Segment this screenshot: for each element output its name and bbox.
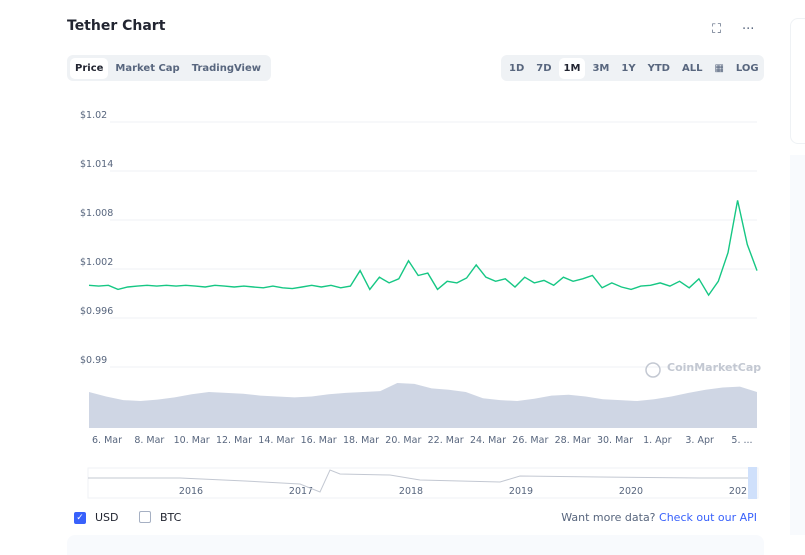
x-tick-label: 1. Apr [643,435,672,446]
range-button[interactable]: LOG [735,62,759,74]
fullscreen-icon[interactable]: ⛶ [712,22,722,37]
watermark-icon [645,362,661,378]
navigator [87,467,759,499]
more-data-text: Want more data? [561,511,656,524]
y-tick-label: $0.996 [80,306,113,317]
y-tick-label: $1.02 [80,110,107,121]
navigator-year: 2016 [179,486,203,497]
watermark: CoinMarketCap [667,361,761,374]
range-button[interactable]: 7D [536,62,552,74]
range-button[interactable]: 3M [592,62,610,74]
y-tick-label: $0.99 [80,355,107,366]
x-tick-label: 26. Mar [512,435,548,446]
y-tick-label: $1.002 [80,257,113,268]
tab[interactable]: TradingView [191,62,261,74]
price-line [88,200,758,297]
x-tick-label: 3. Apr [685,435,714,446]
y-tick-label: $1.014 [80,159,113,170]
navigator-line [88,469,750,493]
checkbox-label: USD [95,511,119,524]
bottom-panel [67,535,764,555]
tab[interactable]: Market Cap [115,62,180,74]
x-tick-label: 14. Mar [258,435,294,446]
side-panel [790,18,805,144]
volume-area [89,383,757,428]
navigator-year: 2019 [509,486,533,497]
x-tick-label: 30. Mar [597,435,633,446]
checkbox-label: BTC [160,511,182,524]
chart: 2021 2020 2019 2018 2017 2016 5. ... 3. Apr 1. A… [80,110,761,499]
x-tick-label: 24. Mar [470,435,506,446]
x-tick-label: 20. Mar [385,435,421,446]
checkbox-checked[interactable]: ✓ [74,512,86,524]
side-panel [790,155,805,535]
y-tick-label: $1.008 [80,208,113,219]
range-button[interactable]: 1D [509,62,525,74]
x-tick-label: 16. Mar [301,435,337,446]
calendar-icon[interactable]: ▦ [714,62,724,74]
x-tick-label: 5. ... [731,435,752,446]
range-button[interactable]: 1Y [621,62,636,74]
more-data: Want more data? Check out our API [561,511,757,524]
range-button[interactable]: 1M [558,57,586,79]
x-tick-label: 8. Mar [134,435,164,446]
title: Tether Chart [67,18,166,34]
api-link[interactable]: Check out our API [659,511,757,524]
navigator-year: 2018 [399,486,423,497]
range-button[interactable]: ALL [681,62,703,74]
more-icon[interactable]: ··· [742,22,755,37]
x-tick-label: 28. Mar [555,435,591,446]
navigator-year: 2021 [729,486,753,497]
range-button[interactable]: YTD [647,62,670,74]
navigator-year: 2020 [619,486,643,497]
x-tick-label: 10. Mar [174,435,210,446]
tab-group: Price Market Cap TradingView [67,55,271,81]
x-tick-label: 18. Mar [343,435,379,446]
checkbox[interactable] [139,511,151,523]
x-tick-label: 6. Mar [92,435,122,446]
range-group: 1D 7D 1M 3M 1Y YTD ALL ▦ LOG [501,55,764,81]
tab[interactable]: Price [70,57,109,79]
x-tick-label: 22. Mar [428,435,464,446]
x-tick-label: 12. Mar [216,435,252,446]
navigator-year: 2017 [289,486,313,497]
navigator-handle[interactable] [748,467,757,499]
